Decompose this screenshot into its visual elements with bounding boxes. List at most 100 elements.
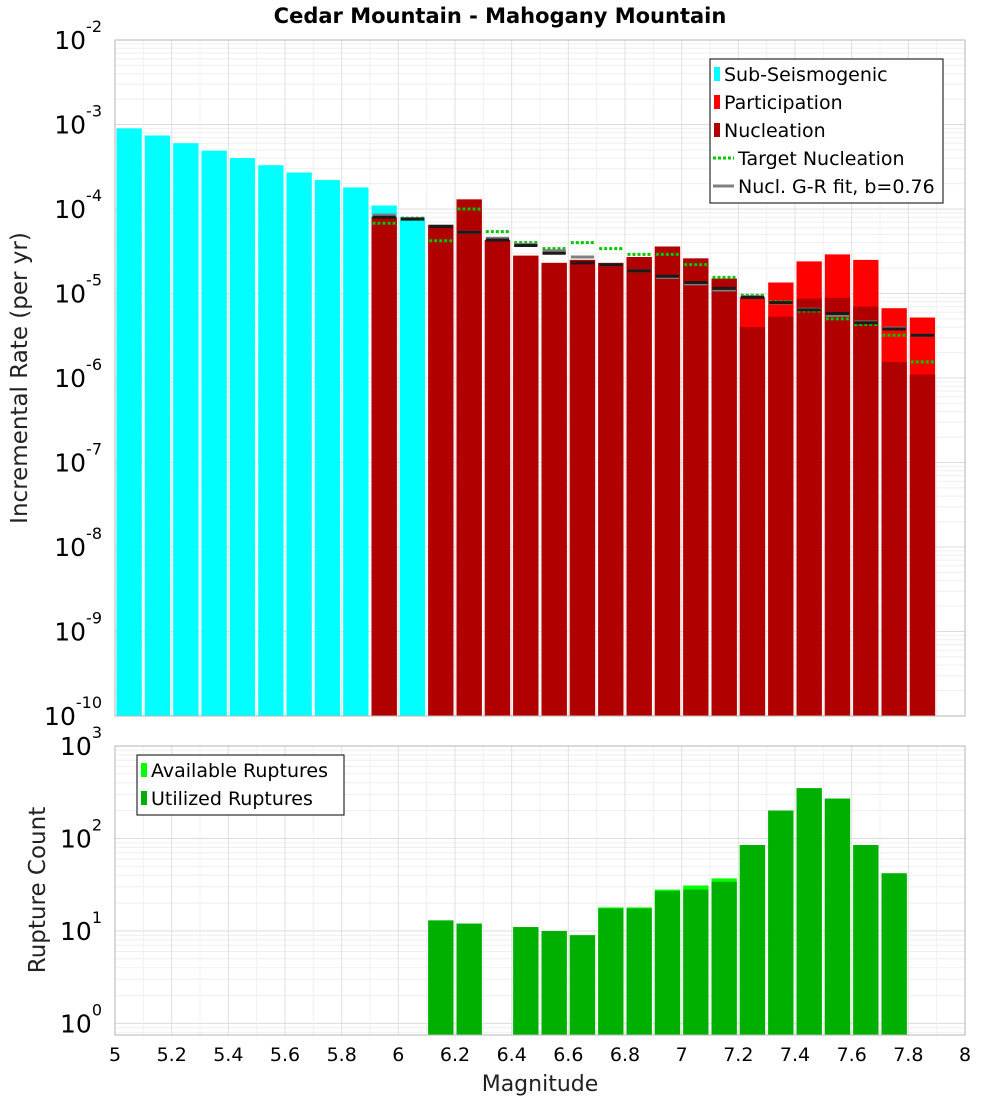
rates-fit-lines <box>372 207 935 364</box>
nucleationbar <box>909 374 936 716</box>
x-tick-label: 6.4 <box>497 1044 527 1066</box>
nucleationbar <box>371 217 397 716</box>
legend-box <box>136 754 345 816</box>
x-axis-ticks: 5 5.2 5.4 5.6 5.8 6 6.2 6.4 6.6 6.8 7 7.2 7.4 7.6 7.8 8 <box>109 1044 971 1066</box>
legend-label: Sub-Seismogenic <box>724 64 888 86</box>
legend-swatch <box>714 67 720 81</box>
nucleationbar <box>484 240 511 716</box>
y-tick-label: 10-6 <box>54 355 102 393</box>
y-tick-label: 103 <box>60 723 102 761</box>
x-tick-label: 5.8 <box>327 1044 357 1066</box>
nucleationbar <box>654 246 681 716</box>
y-tick-label: 10-7 <box>54 440 102 478</box>
y-tick-label: 10-10 <box>44 693 102 731</box>
legend-label: Utilized Ruptures <box>151 788 313 810</box>
y-tick-label: 100 <box>60 1000 102 1038</box>
rates-y-axis-label: Incremental Rate (per yr) <box>7 232 33 524</box>
x-axis-label: Magnitude <box>482 1072 599 1097</box>
counts-plot-frame <box>114 745 966 1036</box>
y-tick-label: 10-3 <box>54 102 102 140</box>
nucleationbar <box>541 262 567 716</box>
y-tick-label: 10-2 <box>54 17 102 55</box>
nucleationbar <box>796 298 822 716</box>
x-tick-label: 6 <box>392 1044 404 1066</box>
utilized-rupturesbar <box>739 845 766 1035</box>
utilized-rupturesbar <box>683 889 709 1035</box>
legend-swatch <box>141 763 147 777</box>
sub-seismogenicbar <box>144 135 171 716</box>
utilized-rupturesbar <box>824 798 851 1035</box>
x-tick-label: 5.6 <box>270 1044 300 1066</box>
rates-y-ticks: 10-2 10-3 10-4 10-5 10-6 10-7 10-8 10-9 10-10 <box>44 17 102 731</box>
sub-seismogenicbar <box>116 128 142 716</box>
nucleationbar <box>824 297 851 716</box>
legend-label: Target Nucleation <box>737 148 905 170</box>
utilized-rupturesbar <box>456 923 482 1035</box>
utilized-rupturesbar <box>768 810 794 1035</box>
x-tick-label: 7.4 <box>780 1044 810 1066</box>
x-tick-label: 7.2 <box>723 1044 753 1066</box>
x-tick-label: 8 <box>959 1044 971 1066</box>
x-tick-label: 7.8 <box>893 1044 923 1066</box>
legend-swatch <box>714 123 720 137</box>
nucleationbar <box>768 316 794 716</box>
utilized-rupturesbar <box>428 920 454 1035</box>
legend-label: Participation <box>724 92 843 114</box>
counts-y-axis-label: Rupture Count <box>25 807 51 973</box>
counts-y-ticks: 103 102 101 100 <box>60 723 102 1038</box>
nucleationbar <box>711 278 737 716</box>
utilized-rupturesbar <box>654 891 681 1035</box>
nucleationbar <box>853 306 879 716</box>
counts-legend: Available Ruptures Utilized Ruptures <box>136 754 345 816</box>
utilized-rupturesbar <box>881 873 907 1035</box>
sub-seismogenicbar <box>229 158 256 717</box>
utilized-rupturesbar <box>796 788 822 1035</box>
utilized-rupturesbar <box>569 935 596 1035</box>
legend-label: Available Ruptures <box>151 760 328 782</box>
nucleationbar <box>428 224 454 717</box>
y-tick-label: 10-8 <box>54 524 102 562</box>
x-tick-label: 6.2 <box>440 1044 470 1066</box>
legend-label: Nucl. G-R fit, b=0.76 <box>738 176 935 198</box>
x-tick-label: 5.2 <box>157 1044 187 1066</box>
utilized-rupturesbar <box>711 881 737 1035</box>
legend-swatch <box>714 95 720 109</box>
counts-grid <box>114 745 966 1035</box>
sub-seismogenicbar <box>314 180 341 717</box>
y-tick-label: 102 <box>60 816 102 854</box>
sub-seismogenicbar <box>286 172 312 716</box>
rates-plot-frame <box>114 39 966 717</box>
x-tick-label: 6.8 <box>610 1044 640 1066</box>
utilized-rupturesbar <box>598 908 624 1035</box>
legend-box <box>709 58 944 204</box>
nucleationbar <box>626 257 652 716</box>
sub-seismogenicbar <box>343 187 369 716</box>
y-tick-label: 10-4 <box>54 186 102 224</box>
nucleationbar <box>881 361 907 716</box>
nucleationbar <box>598 262 624 716</box>
utilized-rupturesbar <box>541 931 567 1035</box>
sub-seismogenicbar <box>173 143 199 716</box>
nucleationbar <box>569 259 596 716</box>
y-tick-label: 10-5 <box>54 271 102 309</box>
sub-seismogenicbar <box>258 165 284 716</box>
utilized-rupturesbar <box>626 908 652 1035</box>
x-tick-label: 5.4 <box>213 1044 243 1066</box>
x-tick-label: 6.6 <box>553 1044 583 1066</box>
nucleationbar <box>739 327 766 716</box>
legend-swatch <box>141 791 147 805</box>
utilized-rupturesbar <box>853 845 879 1035</box>
legend-label: Nucleation <box>724 120 826 142</box>
utilized-rupturesbar <box>513 927 539 1035</box>
nucleationbar <box>456 199 482 716</box>
x-tick-label: 7 <box>676 1044 688 1066</box>
y-tick-label: 101 <box>60 908 102 946</box>
x-tick-label: 7.6 <box>837 1044 867 1066</box>
nucleationbar <box>683 258 709 716</box>
sub-seismogenicbar <box>399 217 426 716</box>
rates-legend: Sub-Seismogenic Participation Nucleation Ta… <box>709 58 944 204</box>
nucleationbar <box>513 255 539 716</box>
y-tick-label: 10-9 <box>54 609 102 647</box>
chart-title: Cedar Mountain - Mahogany Mountain <box>274 4 727 28</box>
